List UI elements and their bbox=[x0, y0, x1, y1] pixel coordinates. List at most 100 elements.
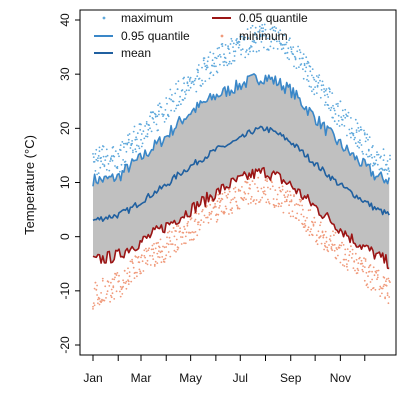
minimum-point bbox=[165, 246, 168, 248]
maximum-point bbox=[380, 155, 382, 158]
maximum-point bbox=[241, 48, 244, 51]
minimum-point bbox=[237, 188, 240, 191]
minimum-point bbox=[110, 288, 113, 291]
minimum-point bbox=[137, 255, 140, 258]
maximum-point bbox=[212, 74, 215, 77]
minimum-point bbox=[372, 287, 375, 289]
maximum-point bbox=[134, 138, 137, 141]
maximum-point bbox=[312, 88, 315, 91]
maximum-point bbox=[175, 104, 178, 107]
maximum-point bbox=[371, 156, 373, 159]
maximum-point bbox=[377, 153, 380, 156]
maximum-point bbox=[376, 163, 379, 166]
maximum-point bbox=[250, 45, 253, 48]
minimum-point bbox=[236, 204, 238, 207]
maximum-point bbox=[373, 156, 376, 158]
maximum-point bbox=[158, 110, 160, 113]
maximum-point bbox=[280, 42, 282, 45]
maximum-point bbox=[354, 136, 356, 139]
maximum-point bbox=[379, 156, 382, 159]
minimum-point bbox=[140, 254, 143, 257]
maximum-point bbox=[114, 165, 116, 167]
maximum-point bbox=[287, 47, 290, 50]
maximum-point bbox=[182, 99, 185, 101]
maximum-point bbox=[324, 104, 326, 106]
maximum-point bbox=[349, 132, 351, 135]
maximum-point bbox=[294, 58, 297, 61]
maximum-point bbox=[133, 125, 136, 128]
minimum-point bbox=[198, 228, 201, 231]
maximum-point bbox=[360, 128, 363, 131]
minimum-point bbox=[371, 278, 373, 281]
maximum-point bbox=[119, 170, 121, 173]
maximum-point bbox=[343, 125, 346, 127]
maximum-point bbox=[337, 105, 339, 107]
minimum-point bbox=[355, 258, 358, 261]
maximum-point bbox=[233, 55, 236, 57]
minimum-point bbox=[176, 248, 179, 251]
maximum-point bbox=[203, 57, 206, 59]
maximum-point bbox=[121, 141, 124, 143]
minimum-point bbox=[384, 296, 386, 299]
minimum-point bbox=[110, 294, 112, 297]
maximum-point bbox=[314, 86, 316, 88]
minimum-point bbox=[341, 264, 344, 266]
minimum-point bbox=[161, 250, 164, 253]
minimum-point bbox=[360, 259, 363, 262]
minimum-point bbox=[271, 185, 274, 188]
maximum-point bbox=[300, 63, 303, 65]
maximum-point bbox=[97, 172, 100, 175]
minimum-point bbox=[185, 231, 188, 234]
maximum-point bbox=[221, 43, 224, 45]
minimum-point bbox=[200, 219, 203, 222]
minimum-point bbox=[220, 210, 223, 213]
minimum-point bbox=[337, 254, 339, 257]
maximum-point bbox=[355, 129, 358, 132]
minimum-point bbox=[161, 256, 164, 258]
maximum-point bbox=[212, 52, 215, 55]
maximum-point bbox=[354, 118, 357, 121]
minimum-point bbox=[250, 198, 252, 200]
minimum-point bbox=[162, 258, 165, 261]
maximum-point bbox=[311, 90, 313, 93]
maximum-point bbox=[257, 30, 260, 33]
minimum-point bbox=[361, 262, 364, 265]
maximum-point bbox=[309, 65, 312, 68]
maximum-point bbox=[305, 56, 308, 59]
minimum-point bbox=[169, 255, 172, 258]
maximum-point bbox=[214, 56, 217, 59]
maximum-point bbox=[331, 92, 334, 94]
maximum-point bbox=[348, 128, 351, 131]
maximum-point bbox=[298, 66, 300, 68]
minimum-point bbox=[98, 297, 101, 300]
minimum-point bbox=[132, 266, 135, 269]
minimum-point bbox=[312, 224, 315, 227]
minimum-point bbox=[261, 196, 264, 199]
maximum-point bbox=[107, 163, 110, 165]
maximum-point bbox=[251, 24, 254, 27]
minimum-point bbox=[385, 280, 387, 283]
maximum-point bbox=[236, 42, 239, 45]
maximum-point bbox=[385, 169, 388, 172]
y-tick-label: 10 bbox=[58, 176, 72, 190]
maximum-point bbox=[337, 120, 340, 122]
maximum-point bbox=[365, 153, 368, 156]
maximum-point bbox=[258, 29, 261, 31]
maximum-point bbox=[302, 53, 305, 55]
minimum-point bbox=[234, 186, 237, 189]
minimum-point bbox=[341, 241, 343, 244]
maximum-point bbox=[306, 62, 308, 65]
minimum-point bbox=[302, 208, 304, 211]
minimum-point bbox=[251, 180, 254, 183]
maximum-point bbox=[215, 57, 218, 60]
minimum-point bbox=[128, 271, 131, 273]
maximum-point bbox=[165, 97, 168, 99]
minimum-point bbox=[116, 272, 119, 274]
maximum-point bbox=[367, 155, 369, 158]
minimum-point bbox=[253, 199, 256, 201]
maximum-point bbox=[161, 113, 164, 115]
maximum-point bbox=[372, 162, 375, 165]
minimum-point bbox=[175, 225, 178, 227]
minimum-point bbox=[332, 244, 334, 247]
